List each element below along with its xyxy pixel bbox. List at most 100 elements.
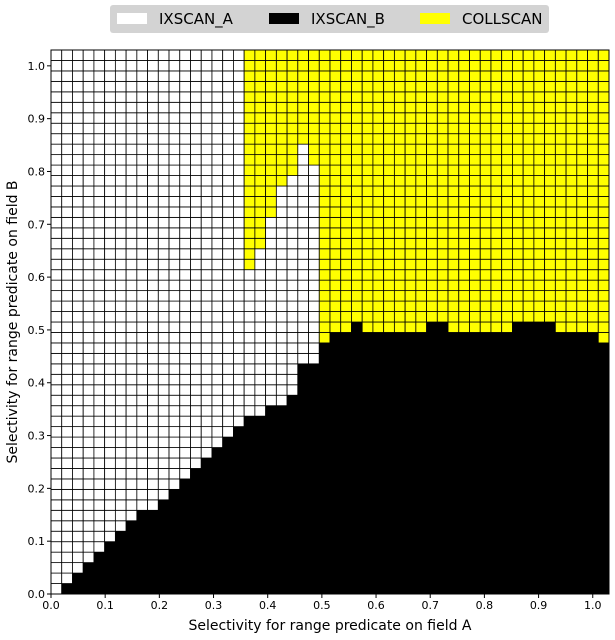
heatmap-cell [308,300,320,312]
heatmap-cell [544,562,556,574]
heatmap-cell [512,91,524,103]
heatmap-cell [168,101,181,114]
heatmap-cell [254,342,267,354]
heatmap-cell [426,572,438,584]
heatmap-cell [351,311,363,323]
heatmap-cell [404,133,417,145]
heatmap-cell [361,49,374,61]
heatmap-cell [297,91,309,103]
heatmap-cell [275,478,288,490]
heatmap-cell [415,290,427,302]
heatmap-cell [254,258,267,271]
heatmap-cell [147,488,159,501]
heatmap-cell [393,405,406,417]
heatmap-cell [50,60,63,72]
heatmap-cell [383,290,395,302]
heatmap-cell [297,70,309,82]
heatmap-cell [147,80,159,93]
heatmap-cell [308,290,320,302]
heatmap-cell [501,49,513,61]
heatmap-cell [501,541,513,553]
heatmap-cell [82,196,95,208]
heatmap-cell [329,583,342,595]
heatmap-cell [458,154,470,166]
heatmap-cell [200,143,213,156]
heatmap-cell [275,101,288,114]
y-tick-label: 0.3 [28,430,46,443]
heatmap-cell [72,457,84,469]
heatmap-cell [243,562,256,574]
heatmap-cell [168,91,181,103]
heatmap-cell [308,488,320,501]
heatmap-cell [415,269,427,281]
heatmap-cell [190,520,202,532]
heatmap-cell [50,133,63,145]
heatmap-cell [501,551,513,564]
heatmap-cell [340,447,352,459]
heatmap-cell [426,457,438,469]
heatmap-cell [233,447,245,459]
heatmap-cell [318,509,331,522]
heatmap-cell [361,143,374,156]
heatmap-cell [308,373,320,386]
heatmap-cell [168,478,181,490]
heatmap-cell [436,154,449,166]
heatmap-cell [404,415,417,428]
heatmap-cell [72,70,84,82]
heatmap-cell [136,311,148,323]
heatmap-cell [372,342,385,354]
heatmap-cell [190,227,202,239]
heatmap-cell [286,269,299,281]
heatmap-cell [479,415,492,428]
heatmap-cell [447,551,460,564]
heatmap-cell [157,216,170,229]
heatmap-cell [479,436,492,448]
heatmap-cell [329,80,342,93]
heatmap-cell [125,311,138,323]
heatmap-cell [243,530,256,543]
heatmap-cell [447,363,460,375]
heatmap-cell [404,122,417,135]
heatmap-cell [136,91,148,103]
heatmap-cell [50,426,63,438]
heatmap-cell [565,509,578,522]
heatmap-cell [329,530,342,543]
heatmap-cell [522,562,535,574]
heatmap-cell [576,300,588,312]
heatmap-cell [587,363,599,375]
heatmap-cell [136,583,148,595]
legend-box [110,5,549,33]
heatmap-cell [61,373,73,386]
heatmap-cell [329,478,342,490]
heatmap-cell [340,530,352,543]
heatmap-cell [308,572,320,584]
heatmap-cell [447,447,460,459]
heatmap-cell [93,164,106,176]
heatmap-cell [383,175,395,187]
heatmap-cell [318,258,331,271]
heatmap-cell [372,384,385,396]
heatmap-cell [147,279,159,292]
heatmap-cell [329,572,342,584]
heatmap-cell [587,541,599,553]
heatmap-cell [265,426,277,438]
heatmap-cell [243,91,256,103]
heatmap-cell [275,164,288,176]
heatmap-cell [597,562,610,574]
heatmap-cell [147,436,159,448]
heatmap-cell [415,112,427,124]
heatmap-cell [190,70,202,82]
heatmap-cell [243,426,256,438]
heatmap-cell [125,101,138,114]
heatmap-cell [179,175,191,187]
heatmap-cell [404,279,417,292]
heatmap-cell [190,394,202,407]
heatmap-cell [286,70,299,82]
heatmap-cell [222,154,234,166]
heatmap-cell [200,478,213,490]
heatmap-cell [479,384,492,396]
heatmap-cell [265,499,277,511]
heatmap-cell [522,352,535,365]
heatmap-cell [93,342,106,354]
heatmap-cell [329,154,342,166]
